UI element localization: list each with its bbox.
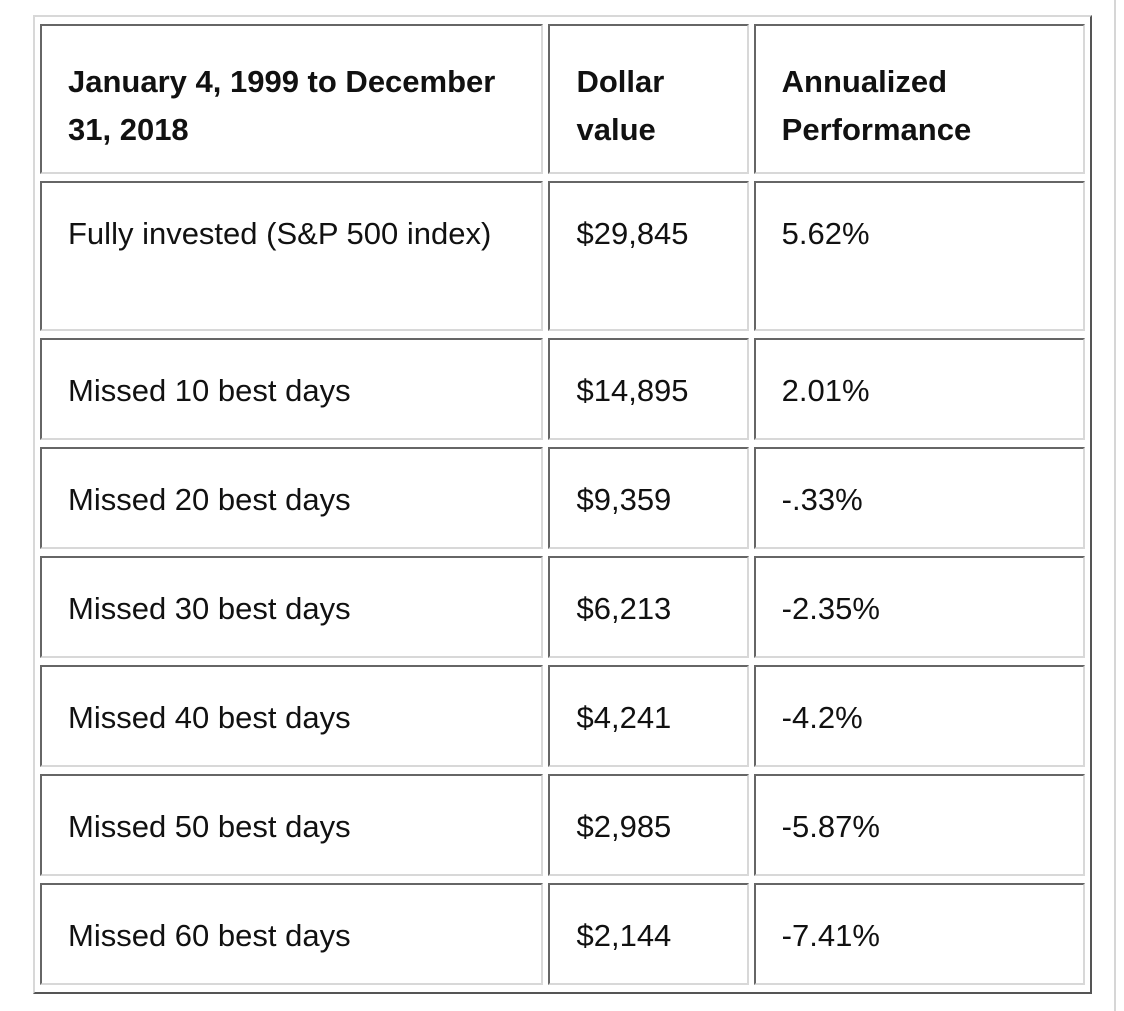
data-table: January 4, 1999 to December 31, 2018 Doll… — [33, 15, 1092, 994]
table-row: Missed 40 best days $4,241 -4.2% — [40, 665, 1085, 767]
table-cell: -2.35% — [753, 556, 1085, 658]
table-cell: -.33% — [753, 447, 1085, 549]
table-cell: $2,985 — [548, 774, 749, 876]
table-header: January 4, 1999 to December 31, 2018 Doll… — [40, 24, 1085, 174]
header-cell: Annualized Performance — [753, 24, 1085, 174]
table-cell: Missed 20 best days — [40, 447, 544, 549]
table-row: Missed 20 best days $9,359 -.33% — [40, 447, 1085, 549]
table-row: Missed 30 best days $6,213 -2.35% — [40, 556, 1085, 658]
table-cell: $2,144 — [548, 883, 749, 985]
table-row: Missed 10 best days $14,895 2.01% — [40, 338, 1085, 440]
table-cell: Missed 50 best days — [40, 774, 544, 876]
table-cell: 5.62% — [753, 181, 1085, 331]
table-cell: 2.01% — [753, 338, 1085, 440]
table-row: Missed 60 best days $2,144 -7.41% — [40, 883, 1085, 985]
table-cell: -7.41% — [753, 883, 1085, 985]
table-row: Missed 50 best days $2,985 -5.87% — [40, 774, 1085, 876]
table-cell: -5.87% — [753, 774, 1085, 876]
table-cell: $29,845 — [548, 181, 749, 331]
table-cell: Fully invested (S&P 500 index) — [40, 181, 544, 331]
table-cell: $6,213 — [548, 556, 749, 658]
table-cell: Missed 10 best days — [40, 338, 544, 440]
header-cell: January 4, 1999 to December 31, 2018 — [40, 24, 544, 174]
table-cell: Missed 30 best days — [40, 556, 544, 658]
header-row: January 4, 1999 to December 31, 2018 Doll… — [40, 24, 1085, 174]
page-edge — [1114, 0, 1116, 1011]
table-body: Fully invested (S&P 500 index) $29,845 5.6… — [40, 181, 1085, 985]
table-row: Fully invested (S&P 500 index) $29,845 5.6… — [40, 181, 1085, 331]
table-cell: $9,359 — [548, 447, 749, 549]
table-cell: Missed 40 best days — [40, 665, 544, 767]
table-cell: $4,241 — [548, 665, 749, 767]
table-cell: Missed 60 best days — [40, 883, 544, 985]
table-cell: -4.2% — [753, 665, 1085, 767]
header-cell: Dollar value — [548, 24, 749, 174]
table-cell: $14,895 — [548, 338, 749, 440]
